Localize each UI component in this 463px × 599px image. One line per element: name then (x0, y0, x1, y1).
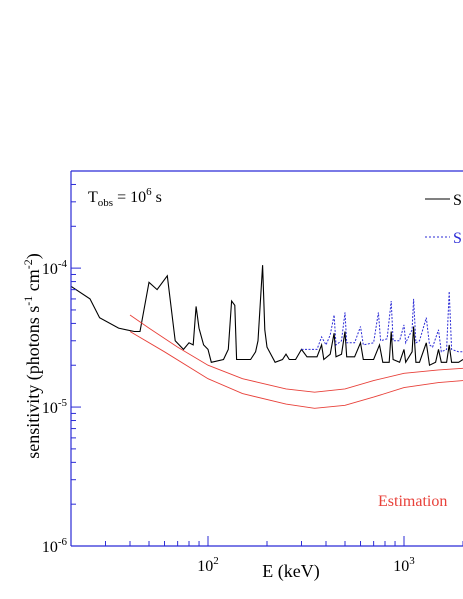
observation-time-annotation: Tobs = 106 s (88, 186, 162, 209)
legend-label-1: S (453, 192, 462, 209)
y-tick-label: 10-4 (42, 258, 68, 278)
y-tick-label: 10-6 (42, 536, 68, 556)
series-layer (70, 265, 463, 409)
estimation-label: Estimation (378, 493, 447, 510)
series-line-1 (70, 265, 463, 367)
series-line-3 (129, 314, 463, 393)
legend: S S (425, 192, 462, 247)
y-axis-label: sensitivity (photons s-1 cm-2) (21, 253, 44, 459)
ticks-layer: 102 103 10-6 10-5 10-4 (42, 170, 463, 575)
x-axis-label: E (keV) (262, 561, 319, 582)
series-line-2 (301, 291, 463, 353)
series-line-4 (129, 331, 463, 409)
x-tick-label: 103 (393, 555, 415, 575)
y-tick-label: 10-5 (42, 397, 68, 417)
legend-label-2: S (453, 230, 462, 247)
x-tick-label: 102 (197, 555, 219, 575)
